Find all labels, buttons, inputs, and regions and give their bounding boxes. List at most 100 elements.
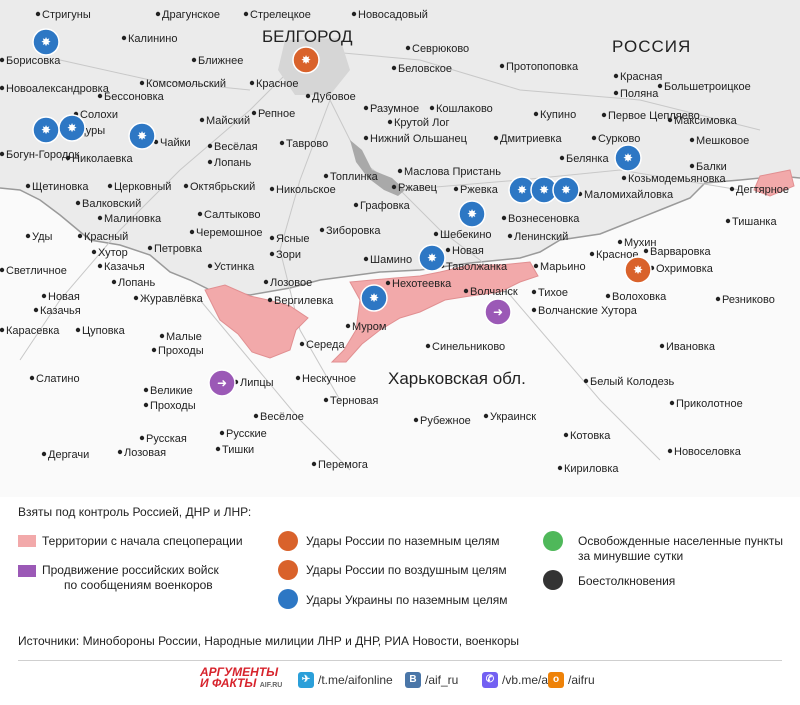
- place-label: Кошлаково: [436, 103, 493, 115]
- telegram-link[interactable]: /t.me/aifonline: [318, 673, 393, 687]
- place-label: Охримовка: [656, 263, 714, 275]
- settlement-dot: [433, 231, 439, 237]
- place-label: Вергилевка: [274, 295, 334, 307]
- place-label: Беловское: [398, 63, 452, 75]
- place-label: Черемошное: [196, 227, 263, 239]
- settlement-dot: [207, 263, 213, 269]
- place-label: Лопань: [214, 157, 251, 169]
- place-label: Валковский: [82, 198, 141, 210]
- place-label: Белый Колодезь: [590, 376, 675, 388]
- place-label: Мешковое: [696, 135, 749, 147]
- settlement-dot: [729, 186, 735, 192]
- place-label: Таврово: [286, 138, 328, 150]
- settlement-dot: [345, 323, 351, 329]
- place-label: Красная: [620, 71, 662, 83]
- settlement-dot: [253, 413, 259, 419]
- ok-icon[interactable]: о: [548, 672, 564, 688]
- region-russia-label: РОССИЯ: [612, 37, 691, 56]
- marker-glyph: ✸: [137, 129, 147, 143]
- marker-glyph: ✸: [67, 121, 77, 135]
- place-label: Котовка: [570, 430, 611, 442]
- place-label: Светличное: [6, 265, 67, 277]
- settlement-dot: [363, 135, 369, 141]
- settlement-dot: [351, 11, 357, 17]
- marker-glyph: ✸: [633, 263, 643, 277]
- russian-air-strike-icon: [278, 560, 298, 580]
- place-label: Стрелецкое: [250, 9, 311, 21]
- place-label: Новая: [48, 291, 80, 303]
- settlement-dot: [299, 341, 305, 347]
- place-label: Красное: [596, 249, 638, 261]
- settlement-dot: [121, 35, 127, 41]
- russia-area: [0, 0, 800, 295]
- settlement-dot: [41, 293, 47, 299]
- settlement-dot: [159, 333, 165, 339]
- place-label: Перемога: [318, 459, 369, 471]
- legend-liberated-1: Освобожденные населенные пункты: [578, 534, 784, 548]
- legend-advance-2: по сообщениям военкоров: [64, 578, 213, 592]
- settlement-dot: [269, 251, 275, 257]
- settlement-dot: [91, 249, 97, 255]
- viber-link[interactable]: /vb.me/aif: [502, 673, 555, 687]
- settlement-dot: [251, 110, 257, 116]
- settlement-dot: [133, 295, 139, 301]
- event-markers: ✸ ✸ ✸ ✸ ✸ ✸ ✸ ✸ ✸ ✸ ✸ ✸ ✸ ➜ ➜: [32, 28, 652, 397]
- region-kharkov-label: Харьковская обл.: [388, 369, 526, 388]
- settlement-dot: [385, 280, 391, 286]
- settlement-dot: [533, 263, 539, 269]
- settlement-dot: [689, 163, 695, 169]
- settlement-dot: [689, 137, 695, 143]
- settlement-dot: [199, 117, 205, 123]
- settlement-dot: [657, 83, 663, 89]
- settlement-dot: [391, 184, 397, 190]
- controlled-territory-2: [330, 261, 539, 363]
- place-label: Цуповка: [82, 325, 126, 337]
- settlement-dot: [147, 245, 153, 251]
- settlement-dot: [0, 57, 5, 63]
- place-label: Малые: [166, 331, 202, 343]
- place-label: Калинино: [128, 33, 178, 45]
- telegram-icon[interactable]: ✈: [298, 672, 314, 688]
- place-label: Большетроицкое: [664, 81, 751, 93]
- settlement-dot: [445, 247, 451, 253]
- place-label: Волоховка: [612, 291, 667, 303]
- marker-glyph: ✸: [41, 35, 51, 49]
- settlement-dot: [97, 93, 103, 99]
- settlement-dot: [621, 175, 627, 181]
- place-label: Казачья: [104, 261, 145, 273]
- vk-icon[interactable]: В: [405, 672, 421, 688]
- place-label: Русская: [146, 433, 187, 445]
- place-label: Великие: [150, 385, 193, 397]
- settlement-dot: [243, 11, 249, 17]
- marker-glyph: ✸: [623, 151, 633, 165]
- settlement-dot: [493, 135, 499, 141]
- settlement-dot: [589, 251, 595, 257]
- place-label: Зиборовка: [326, 225, 381, 237]
- settlement-dot: [75, 200, 81, 206]
- place-label: Ржавец: [398, 182, 438, 194]
- legend-russian-air: Удары России по воздушным целям: [306, 563, 507, 577]
- viber-icon[interactable]: ✆: [482, 672, 498, 688]
- place-label: Салтыково: [204, 209, 260, 221]
- place-label: Дергачи: [48, 449, 89, 461]
- vk-link[interactable]: /aif_ru: [425, 673, 459, 687]
- place-label: Резниково: [722, 294, 775, 306]
- ukrainian-strike-icon: [458, 200, 486, 228]
- place-label: Максимовка: [674, 115, 738, 127]
- settlement-dot: [117, 449, 123, 455]
- place-label: Весёлое: [260, 411, 304, 423]
- place-label: Первое Цепляево: [608, 110, 700, 122]
- territory-swatch: [18, 535, 36, 547]
- place-label: Шамино: [370, 254, 412, 266]
- reservoir: [350, 140, 405, 196]
- settlement-dot: [319, 227, 325, 233]
- settlement-dot: [591, 135, 597, 141]
- place-label: Новая: [452, 245, 484, 257]
- russian-ground-strike-icon: [278, 531, 298, 551]
- settlement-dot: [0, 85, 5, 91]
- place-label: Карасевка: [6, 325, 60, 337]
- place-label: Лозовое: [270, 277, 312, 289]
- place-label: Проходы: [158, 345, 204, 357]
- ok-link[interactable]: /aifru: [568, 673, 595, 687]
- settlement-dot: [507, 233, 513, 239]
